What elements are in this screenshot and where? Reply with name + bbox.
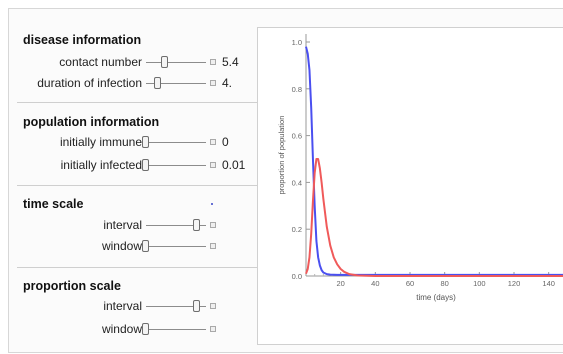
initially-immune-slider-thumb[interactable] [142,136,149,148]
time-window-row: window [9,238,261,256]
duration-slider[interactable] [146,77,206,89]
duration-expand-icon[interactable] [210,80,216,86]
y-axis-label: proportion of population [277,116,286,195]
y-tick-label: 0.8 [292,85,302,94]
proportion-interval-expand-icon[interactable] [210,303,216,309]
proportion-window-expand-icon[interactable] [210,326,216,332]
time-interval-expand-icon[interactable] [210,222,216,228]
initially-infected-row: initially infected 0.01 [9,157,261,175]
duration-row: duration of infection 4. [9,75,261,93]
proportion-window-slider[interactable] [142,323,206,335]
proportion-interval-label: interval [103,299,142,313]
contact-number-slider-thumb[interactable] [160,56,168,68]
controls-panel: disease information contact number 5.4 d… [9,9,261,354]
divider [17,267,261,268]
time-window-expand-icon[interactable] [210,243,216,249]
y-tick-label: 0.6 [292,132,302,141]
initially-immune-row: initially immune 0 [9,134,261,152]
y-tick-label: 0.2 [292,225,302,234]
proportion-interval-row: interval [9,298,261,316]
contact-number-label: contact number [59,55,142,69]
contact-number-expand-icon[interactable] [210,59,216,65]
initially-infected-label: initially infected [60,158,142,172]
proportion-window-row: window [9,321,261,339]
x-axis-label: time (days) [416,293,456,302]
proportion-window-slider-thumb[interactable] [142,323,149,335]
section-title-population: population information [23,115,160,129]
divider [17,102,261,103]
time-interval-slider[interactable] [146,219,206,231]
duration-value: 4. [222,76,233,90]
section-title-disease: disease information [23,33,142,47]
marker-dot [211,203,213,205]
section-title-proportion-scale: proportion scale [23,279,121,293]
time-interval-row: interval [9,217,261,235]
y-tick-label: 0.4 [292,178,302,187]
proportion-interval-slider-thumb[interactable] [193,300,200,312]
sir-chart: 0.0 0.2 0.4 0.6 0.8 1.0 20 40 60 80 100 120 140 time … [277,34,563,302]
time-window-label: window [101,239,142,253]
duration-slider-thumb[interactable] [154,77,161,89]
initially-infected-value: 0.01 [222,158,246,172]
proportion-interval-slider[interactable] [146,300,206,312]
initially-immune-slider[interactable] [142,136,206,148]
contact-number-value: 5.4 [222,55,239,69]
contact-number-row: contact number 5.4 [9,54,261,72]
time-interval-label: interval [103,218,142,232]
section-title-time-scale: time scale [23,197,84,211]
initially-infected-slider[interactable] [142,159,206,171]
x-tick-label: 140 [542,279,555,288]
x-tick-label: 80 [440,279,448,288]
x-tick-label: 60 [406,279,414,288]
time-window-slider-thumb[interactable] [142,240,149,252]
initially-immune-value: 0 [222,135,229,149]
x-tick-label: 100 [473,279,486,288]
divider [17,185,261,186]
proportion-window-label: window [101,322,142,336]
duration-label: duration of infection [37,76,142,90]
y-tick-label: 1.0 [292,38,302,47]
initially-infected-slider-thumb[interactable] [142,159,149,171]
y-tick-label: 0.0 [292,272,302,281]
series-line-1 [305,158,563,277]
x-tick-label: 120 [508,279,521,288]
x-tick-label: 40 [371,279,379,288]
time-window-slider[interactable] [142,240,206,252]
contact-number-slider[interactable] [146,56,206,68]
plot-panel: 0.0 0.2 0.4 0.6 0.8 1.0 20 40 60 80 100 120 140 time … [257,27,563,345]
initially-immune-label: initially immune [59,135,142,149]
initially-immune-expand-icon[interactable] [210,139,216,145]
series-line-0 [305,46,563,276]
x-tick-label: 20 [336,279,344,288]
initially-infected-expand-icon[interactable] [210,162,216,168]
time-interval-slider-thumb[interactable] [193,219,200,231]
